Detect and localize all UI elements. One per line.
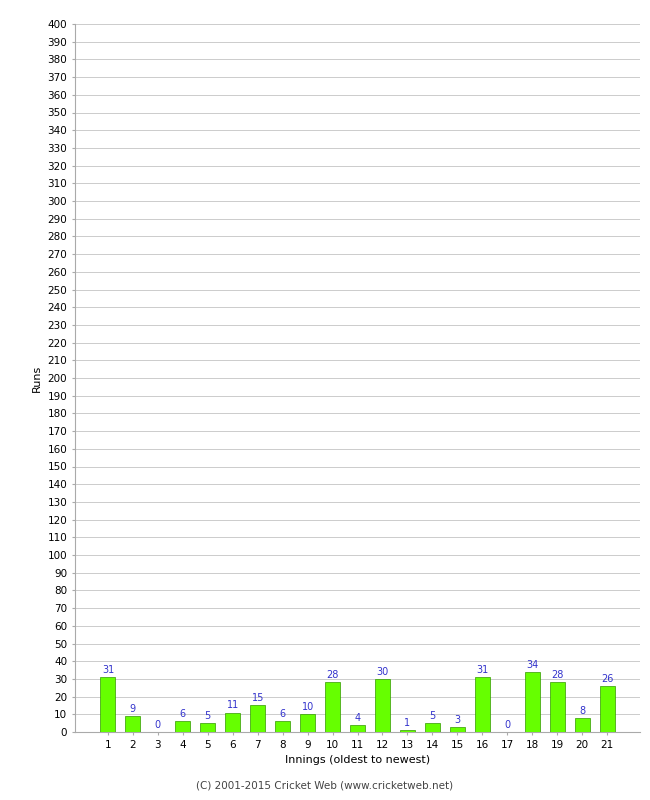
Text: 6: 6	[280, 710, 286, 719]
Text: 11: 11	[227, 701, 239, 710]
Bar	[375, 679, 390, 732]
Text: 26: 26	[601, 674, 613, 684]
Text: 31: 31	[102, 665, 114, 675]
Text: 5: 5	[205, 711, 211, 721]
Bar	[350, 725, 365, 732]
Text: 31: 31	[476, 665, 488, 675]
Bar	[400, 730, 415, 732]
Bar	[599, 686, 614, 732]
Text: 8: 8	[579, 706, 585, 716]
Y-axis label: Runs: Runs	[32, 364, 42, 392]
Bar	[101, 677, 116, 732]
Text: 9: 9	[130, 704, 136, 714]
Bar	[275, 722, 290, 732]
Bar	[176, 722, 190, 732]
Text: 10: 10	[302, 702, 314, 712]
Bar	[525, 672, 540, 732]
X-axis label: Innings (oldest to newest): Innings (oldest to newest)	[285, 755, 430, 765]
Text: 0: 0	[504, 720, 510, 730]
Text: 3: 3	[454, 714, 460, 725]
Bar	[325, 682, 340, 732]
Bar	[474, 677, 489, 732]
Text: (C) 2001-2015 Cricket Web (www.cricketweb.net): (C) 2001-2015 Cricket Web (www.cricketwe…	[196, 781, 454, 790]
Text: 30: 30	[376, 666, 389, 677]
Text: 28: 28	[551, 670, 564, 680]
Bar	[226, 713, 240, 732]
Bar	[425, 723, 440, 732]
Bar	[300, 714, 315, 732]
Bar	[575, 718, 590, 732]
Bar	[550, 682, 565, 732]
Bar	[250, 706, 265, 732]
Text: 1: 1	[404, 718, 410, 728]
Text: 34: 34	[526, 660, 538, 670]
Bar	[450, 726, 465, 732]
Bar	[125, 716, 140, 732]
Bar	[200, 723, 215, 732]
Text: 15: 15	[252, 694, 264, 703]
Text: 28: 28	[326, 670, 339, 680]
Text: 0: 0	[155, 720, 161, 730]
Text: 4: 4	[354, 713, 361, 722]
Text: 6: 6	[180, 710, 186, 719]
Text: 5: 5	[429, 711, 436, 721]
